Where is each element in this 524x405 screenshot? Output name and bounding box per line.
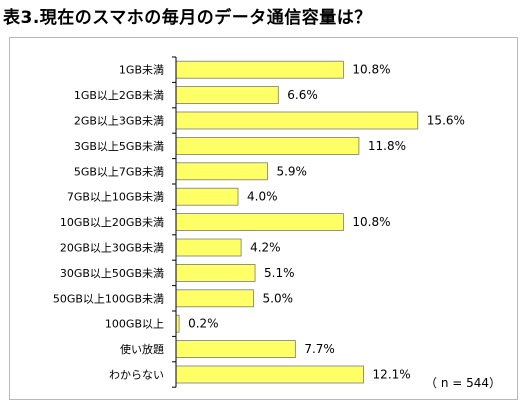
chart-frame [9,37,518,400]
value-label: 7.7% [304,342,335,356]
value-label: 10.8% [352,63,390,77]
category-label: 1GB未満 [119,64,164,77]
category-label: 1GB以上2GB未満 [74,89,164,102]
value-label: 5.1% [264,266,295,280]
value-label: 0.2% [188,317,219,331]
bar [175,187,239,206]
value-label: 10.8% [352,215,390,229]
value-label: 4.2% [250,241,281,255]
sample-size-note: （ n = 544） [425,376,502,390]
bar [175,86,279,104]
category-label: 2GB以上3GB未満 [74,115,164,128]
value-label: 12.1% [373,368,411,382]
category-label: 3GB以上5GB未満 [74,140,164,153]
bar [175,162,268,181]
bar [175,111,419,130]
value-label: 5.9% [276,164,307,178]
value-label: 4.0% [247,190,278,204]
bar [175,213,344,232]
category-label: わからない [109,369,164,382]
value-label: 6.6% [287,88,318,102]
category-label: 使い放題 [120,342,164,356]
bar [175,238,242,257]
category-label: 100GB以上 [105,318,164,331]
category-label: 20GB以上30GB未満 [60,242,164,255]
category-label: 5GB以上7GB未満 [74,165,164,178]
bar [175,289,254,308]
value-label: 5.0% [263,291,294,305]
value-label: 15.6% [427,114,465,128]
bar [175,365,364,384]
category-label: 10GB以上20GB未満 [60,216,164,229]
category-label: 50GB以上100GB未満 [53,292,164,305]
chart-title: 表3.現在のスマホの毎月のデータ通信容量は？ [3,8,372,28]
category-label: 30GB以上50GB未満 [60,267,164,280]
bar [175,60,344,79]
bar [175,263,256,282]
bar [175,136,360,155]
value-label: 11.8% [368,139,406,153]
bar [175,340,296,359]
category-label: 7GB以上10GB未満 [67,191,164,204]
